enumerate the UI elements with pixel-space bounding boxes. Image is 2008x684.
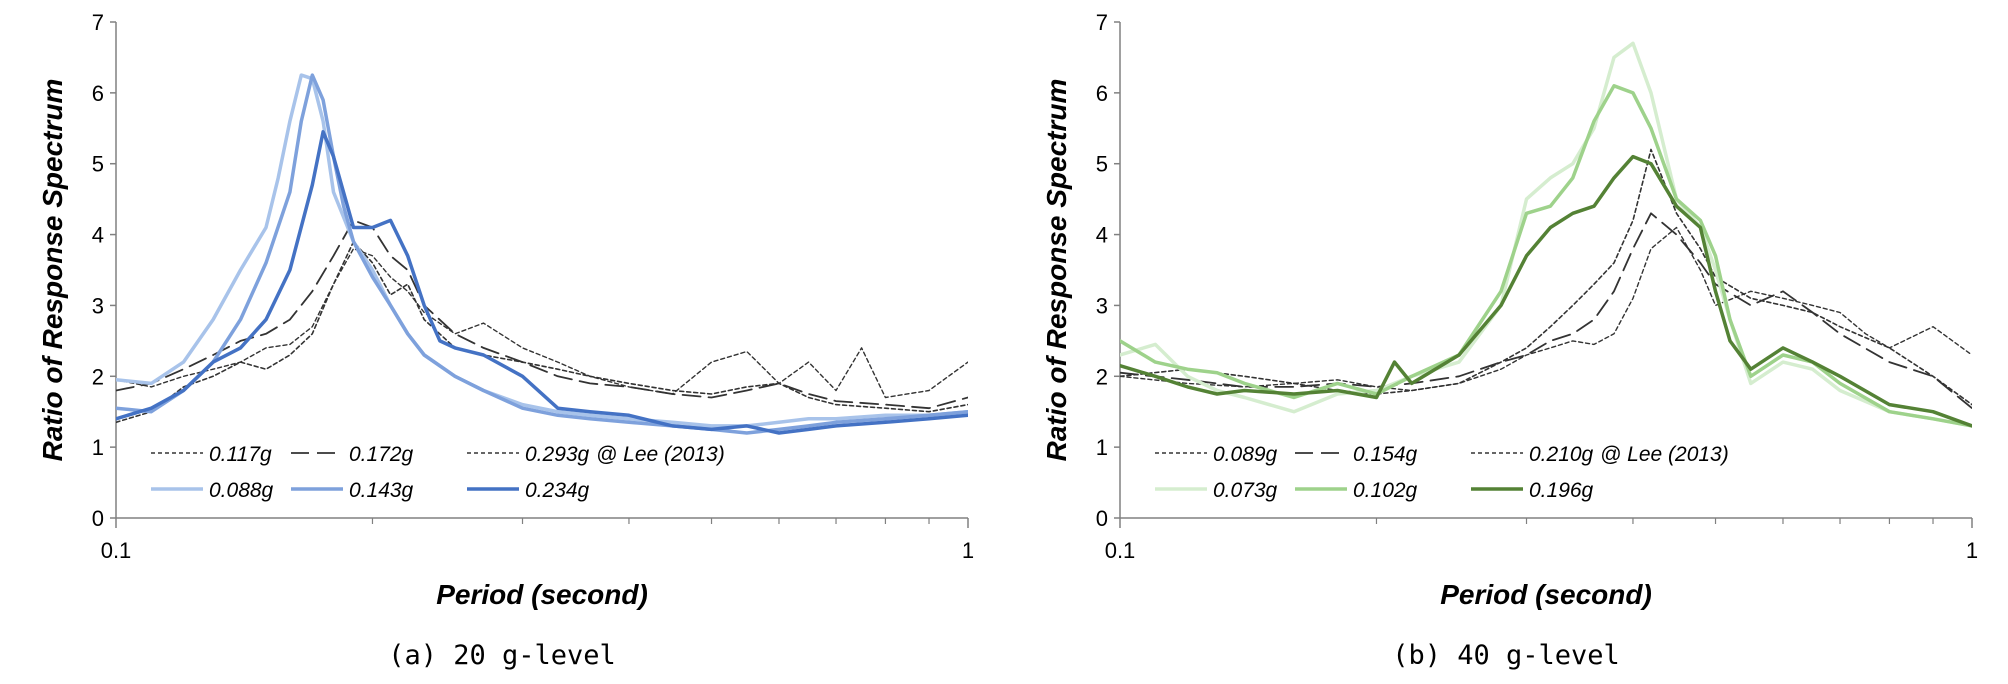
x-axis-title: Period (second) bbox=[436, 579, 648, 610]
series-line-0.088g bbox=[116, 73, 968, 428]
series-line-0.089g bbox=[1120, 148, 1972, 406]
caption-b: (b) 40 g-level bbox=[1392, 640, 1620, 671]
legend-label-0.117g: 0.117g bbox=[209, 443, 272, 466]
chart-panel-b: 0 1 2 3 4 5 6 7 0.1 1 Period (second) Ratio of Resp… bbox=[1004, 0, 2008, 684]
x-axis-title: Period (second) bbox=[1440, 579, 1652, 610]
y-tick-label: 1 bbox=[1096, 435, 1108, 460]
y-tick-label: 1 bbox=[92, 435, 104, 460]
series-line-0.196g bbox=[1120, 154, 1972, 428]
series-line-0.172g bbox=[116, 219, 968, 410]
series-line-0.234g bbox=[116, 130, 968, 435]
y-axis-title: Ratio of Response Spectrum bbox=[37, 79, 68, 462]
legend-label-0.089g: 0.089g bbox=[1213, 443, 1278, 466]
legend-label-0.172g: 0.172g bbox=[349, 443, 414, 466]
y-tick-label: 0 bbox=[1096, 506, 1108, 531]
legend-label-0.196g: 0.196g bbox=[1529, 479, 1594, 502]
y-tick-label: 2 bbox=[92, 364, 104, 389]
series-line-0.102g bbox=[1120, 84, 1972, 428]
chart-b-svg: 0 1 2 3 4 5 6 7 0.1 1 Period (second) Ratio of Resp… bbox=[1041, 10, 1978, 610]
x-tick-label: 0.1 bbox=[1105, 538, 1136, 563]
legend-note: @ Lee (2013) bbox=[1600, 443, 1729, 466]
y-tick-label: 7 bbox=[92, 10, 104, 35]
y-tick-label: 5 bbox=[1096, 152, 1108, 177]
y-tick-label: 4 bbox=[92, 223, 104, 248]
legend-label-0.293g: 0.293g bbox=[525, 443, 590, 466]
series-line-0.073g bbox=[1120, 41, 1972, 428]
legend-label-0.210g: 0.210g bbox=[1529, 443, 1594, 466]
y-tick-label: 7 bbox=[1096, 10, 1108, 35]
legend-label-0.234g: 0.234g bbox=[525, 479, 590, 502]
legend-label-0.154g: 0.154g bbox=[1353, 443, 1418, 466]
chart-a-svg: 0 1 2 3 4 5 6 7 0.1 1 Period (second) Ratio of Resp… bbox=[37, 10, 974, 610]
series-line-0.210g bbox=[1120, 226, 1972, 392]
y-tick-label: 2 bbox=[1096, 364, 1108, 389]
legend-label-0.088g: 0.088g bbox=[209, 479, 274, 502]
x-tick-label: 0.1 bbox=[101, 538, 132, 563]
y-tick-label: 0 bbox=[92, 506, 104, 531]
series-line-0.293g bbox=[116, 248, 968, 399]
y-tick-label: 3 bbox=[1096, 293, 1108, 318]
y-tick-label: 5 bbox=[92, 152, 104, 177]
x-tick-label: 1 bbox=[962, 538, 974, 563]
legend-label-0.143g: 0.143g bbox=[349, 479, 414, 502]
x-tick-label: 1 bbox=[1966, 538, 1978, 563]
caption-a: (a) 20 g-level bbox=[388, 640, 616, 671]
y-axis-title: Ratio of Response Spectrum bbox=[1041, 79, 1072, 462]
legend-label-0.073g: 0.073g bbox=[1213, 479, 1278, 502]
series-line-0.143g bbox=[116, 73, 968, 435]
y-tick-label: 3 bbox=[92, 293, 104, 318]
legend-label-0.102g: 0.102g bbox=[1353, 479, 1418, 502]
y-tick-label: 4 bbox=[1096, 223, 1108, 248]
y-tick-label: 6 bbox=[1096, 81, 1108, 106]
legend-note: @ Lee (2013) bbox=[596, 443, 725, 466]
chart-panel-a: 0 1 2 3 4 5 6 7 0.1 1 Period (second) Ratio of Resp… bbox=[37, 10, 974, 671]
y-tick-label: 6 bbox=[92, 81, 104, 106]
